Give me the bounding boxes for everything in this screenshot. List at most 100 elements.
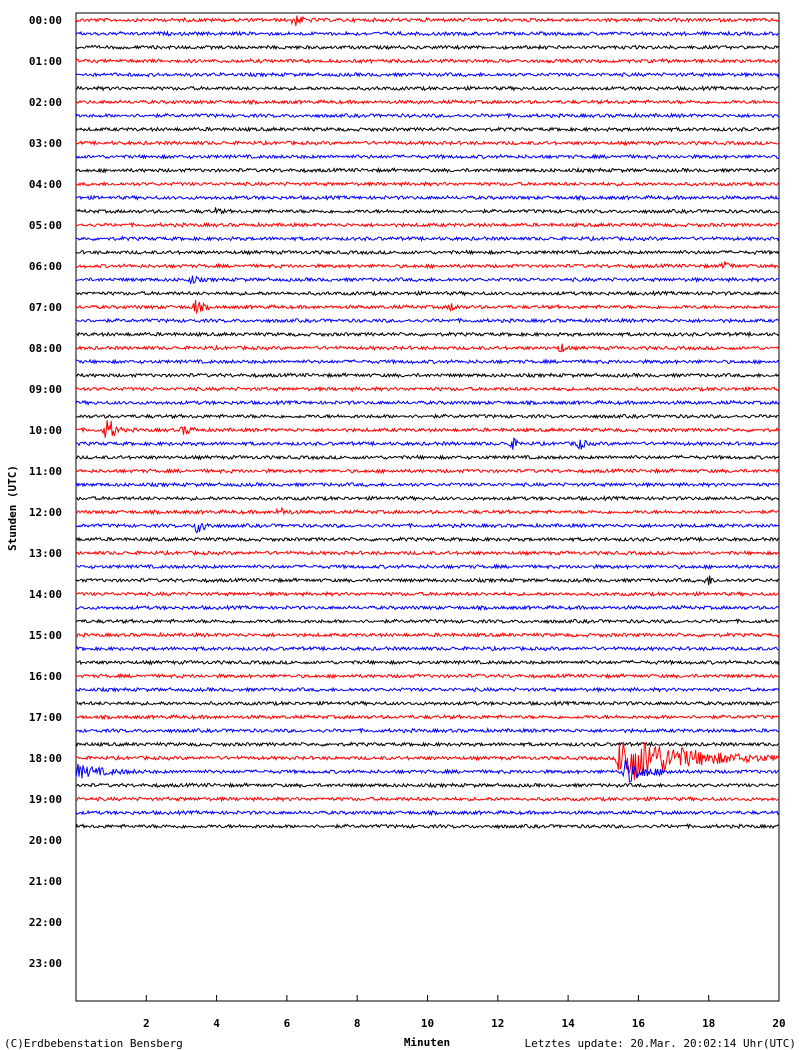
seismic-trace	[75, 139, 780, 147]
seismic-trace	[75, 700, 780, 707]
hour-label: 16:00	[29, 670, 62, 683]
hour-label: 08:00	[29, 342, 62, 355]
hour-label: 04:00	[29, 178, 62, 191]
seismic-trace	[75, 727, 780, 735]
x-tick-label: 4	[213, 1017, 220, 1030]
x-tick-label: 12	[491, 1017, 504, 1030]
seismic-trace	[75, 506, 780, 516]
seismic-trace	[75, 740, 780, 748]
hour-label: 15:00	[29, 629, 62, 642]
seismic-trace	[75, 261, 780, 270]
seismic-trace	[76, 631, 780, 638]
seismic-trace	[75, 317, 780, 325]
hour-label: 03:00	[29, 137, 62, 150]
seismic-trace	[75, 563, 780, 570]
x-axis-ticks: 2 4 6 8 10 12 14 16 18 20	[143, 995, 786, 1030]
hour-label: 23:00	[29, 957, 62, 970]
hour-label: 07:00	[29, 301, 62, 314]
last-update-text: Letztes update: 20.Mar. 20:02:14 Uhr(UTC…	[524, 1037, 796, 1050]
seismic-trace	[75, 290, 780, 297]
seismic-trace	[75, 686, 780, 694]
seismic-trace	[75, 659, 780, 666]
seismic-trace	[75, 44, 780, 51]
hour-label: 00:00	[29, 14, 62, 27]
seismic-trace	[75, 618, 780, 625]
seismic-trace	[75, 522, 780, 534]
x-tick-label: 20	[772, 1017, 785, 1030]
seismic-trace	[75, 481, 780, 489]
seismic-trace	[75, 249, 780, 256]
seismic-trace	[75, 823, 780, 830]
seismic-trace	[75, 57, 780, 65]
seismic-trace	[75, 672, 780, 680]
seismic-trace	[75, 358, 780, 366]
x-tick-label: 2	[143, 1017, 150, 1030]
seismic-trace	[75, 495, 780, 502]
seismic-trace	[75, 330, 780, 338]
seismic-trace	[75, 535, 780, 543]
hour-label: 12:00	[29, 506, 62, 519]
seismic-trace	[75, 467, 780, 475]
hour-label: 09:00	[29, 383, 62, 396]
seismic-trace	[75, 15, 780, 27]
x-tick-label: 10	[421, 1017, 434, 1030]
seismic-trace	[75, 645, 780, 652]
seismic-trace	[75, 604, 780, 612]
seismic-traces	[75, 15, 780, 830]
plot-frame	[75, 12, 780, 1002]
seismic-trace	[75, 167, 780, 174]
y-axis-label: Stunden (UTC)	[6, 465, 19, 551]
x-tick-label: 6	[284, 1017, 291, 1030]
seismic-trace	[75, 221, 780, 229]
seismic-trace	[75, 30, 780, 37]
hour-label: 19:00	[29, 793, 62, 806]
seismic-trace	[75, 194, 780, 202]
hour-label: 18:00	[29, 752, 62, 765]
x-tick-label: 18	[702, 1017, 715, 1030]
seismic-trace	[75, 399, 780, 407]
seismic-trace	[75, 454, 780, 461]
seismic-trace	[75, 782, 780, 789]
seismic-trace	[75, 126, 780, 133]
seismic-trace	[75, 85, 780, 92]
seismic-trace	[75, 299, 780, 315]
hour-label: 01:00	[29, 55, 62, 68]
hour-label: 17:00	[29, 711, 62, 724]
hour-label: 10:00	[29, 424, 62, 437]
seismic-trace	[75, 112, 780, 119]
copyright-text: (C)Erdbebenstation Bensberg	[4, 1037, 183, 1050]
seismic-trace	[76, 713, 780, 721]
seismic-trace	[75, 759, 780, 783]
hour-label: 21:00	[29, 875, 62, 888]
hour-label: 22:00	[29, 916, 62, 929]
x-tick-label: 16	[632, 1017, 646, 1030]
seismic-trace	[75, 575, 780, 586]
seismic-trace	[75, 153, 780, 161]
seismic-trace	[75, 549, 780, 557]
seismic-trace	[75, 741, 780, 781]
hour-label: 13:00	[29, 547, 62, 560]
hour-label: 05:00	[29, 219, 62, 232]
hour-label: 11:00	[29, 465, 62, 478]
seismic-trace	[75, 71, 780, 79]
seismic-trace	[75, 809, 780, 817]
seismic-trace	[76, 420, 780, 438]
seismic-trace	[75, 98, 780, 106]
hour-labels: 00:00 01:00 02:00 03:00 04:00 05:00 06:00 07:00…	[29, 14, 62, 970]
hour-label: 06:00	[29, 260, 62, 273]
seismic-trace	[75, 413, 780, 420]
seismic-trace	[75, 343, 780, 353]
seismic-trace	[75, 372, 780, 379]
seismic-trace	[75, 795, 780, 803]
seismic-trace	[75, 180, 780, 188]
seismic-trace	[76, 437, 780, 450]
x-axis-label: Minuten	[404, 1036, 450, 1049]
seismic-trace	[75, 275, 780, 285]
hour-label: 20:00	[29, 834, 62, 847]
hour-label: 02:00	[29, 96, 62, 109]
x-tick-label: 8	[354, 1017, 361, 1030]
x-tick-label: 14	[561, 1017, 575, 1030]
seismic-trace	[75, 235, 780, 242]
seismic-trace	[75, 385, 780, 393]
